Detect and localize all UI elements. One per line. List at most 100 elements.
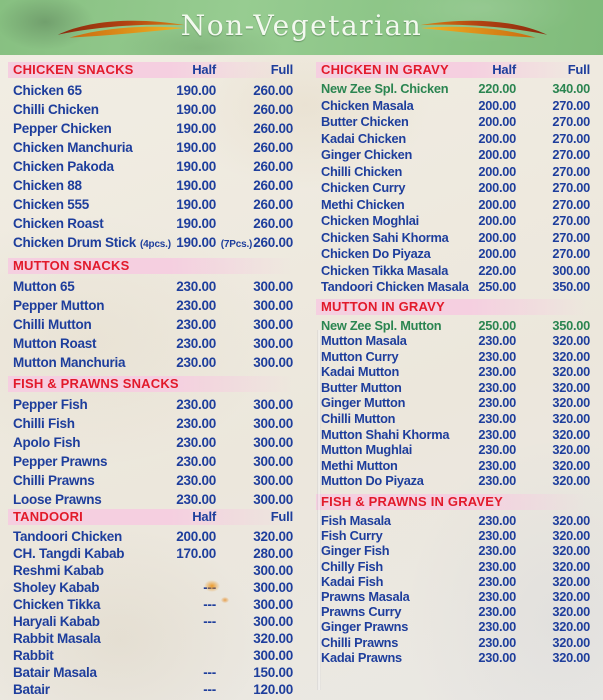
section-header: CHICKEN IN GRAVY Half Full	[316, 62, 597, 78]
item-half-price: ---	[203, 682, 216, 697]
item-full-price: 270.00	[552, 180, 590, 195]
menu-item-row: Chicken 88 190.00 260.00	[8, 176, 304, 195]
item-name-text: Mutton Curry	[321, 348, 399, 364]
menu-item-row: Loose Prawns 230.00 300.00	[8, 490, 304, 509]
item-name-note: (4pcs.)	[140, 239, 171, 250]
item-half-price: ---	[203, 614, 216, 629]
menu-item-row: Mutton Shahi Khorma 230.00 320.00	[316, 427, 597, 443]
full-column-label: Full	[270, 62, 294, 77]
item-half-price: 230.00	[478, 473, 516, 489]
item-full-price: 320.00	[552, 573, 590, 589]
item-full-price: 320.00	[552, 364, 590, 380]
item-half-price: 230.00	[478, 588, 516, 604]
menu-item-row: Butter Chicken 200.00 270.00	[316, 114, 597, 131]
item-full-price: 300.00	[253, 580, 293, 595]
section-title: CHICKEN IN GRAVY	[321, 62, 449, 77]
item-full-price: 270.00	[552, 97, 590, 113]
section-title: MUTTON SNACKS	[13, 258, 130, 273]
item-name-text: Ginger Prawns	[321, 619, 409, 635]
item-name-text: New Zee Spl. Chicken	[321, 81, 449, 96]
item-name: Ginger Mutton	[321, 395, 405, 411]
item-name: Butter Mutton	[321, 380, 402, 396]
item-name: Chicken Tikka Masala	[321, 263, 448, 280]
item-name-text: Chicken Masala	[321, 97, 414, 113]
item-name-text: Prawns Masala	[321, 588, 410, 604]
item-full-price: 320.00	[552, 543, 590, 559]
item-name-text: Ginger Fish	[321, 543, 390, 559]
item-name: Methi Mutton	[321, 458, 398, 474]
item-half-price: ---	[203, 665, 216, 680]
item-half-price: 200.00	[478, 130, 516, 146]
item-name: New Zee Spl. Mutton	[321, 318, 442, 334]
item-full-price: 300.00	[253, 597, 293, 612]
item-name-text: Methi Chicken	[321, 196, 405, 212]
item-name-text: Chicken Tikka	[13, 597, 101, 612]
full-column-label: Full	[567, 62, 591, 77]
item-name: Chicken Masala	[321, 98, 414, 115]
item-name-text: Rabbit Masala	[13, 631, 101, 646]
menu-item-row: New Zee Spl. Chicken 220.00 340.00	[316, 81, 597, 98]
item-name-text: Loose Prawns	[13, 492, 102, 507]
section-header: TANDOORI Half Full	[8, 509, 304, 525]
item-full-note: (7Pcs.)	[220, 239, 253, 250]
menu-section: FISH & PRAWNS SNACKS Pepper Fish 230.00 300…	[8, 376, 304, 509]
menu-section: CHICKEN IN GRAVY Half Full New Zee Spl. Chi…	[316, 62, 597, 296]
item-name: Ginger Fish	[321, 543, 390, 559]
item-full-price: 270.00	[552, 196, 590, 212]
item-name-text: Apolo Fish	[13, 435, 81, 450]
menu-item-row: CH. Tangdi Kabab 170.00 280.00	[8, 545, 304, 562]
item-name: Chicken Drum Stick (4pcs.)	[13, 233, 171, 254]
item-name: Batair Masala	[13, 664, 97, 681]
item-full-price: 300.00	[253, 279, 293, 294]
item-name-text: Batair Masala	[13, 665, 97, 680]
item-full-price: 300.00	[253, 355, 293, 370]
menu-item-row: Chilli Mutton 230.00 300.00	[8, 315, 304, 334]
item-name-text: Sholey Kabab	[13, 580, 100, 595]
item-name-text: Chicken Manchuria	[13, 140, 133, 155]
item-name-text: Pepper Prawns	[13, 454, 108, 469]
menu-item-row: Ginger Mutton 230.00 320.00	[316, 395, 597, 411]
menu-item-row: Mutton Curry 230.00 320.00	[316, 349, 597, 365]
menu-item-row: Kadai Mutton 230.00 320.00	[316, 364, 597, 380]
menu-item-row: Tandoori Chicken Masala 250.00 350.00	[316, 279, 597, 296]
item-name-text: Mutton Mughlai	[321, 442, 413, 458]
item-half-price: 230.00	[478, 411, 516, 427]
item-half-price: ---	[203, 580, 216, 595]
item-full-price: 320.00	[552, 442, 590, 458]
item-name: Pepper Prawns	[13, 452, 108, 471]
menu-section: TANDOORI Half Full Tandoori Chicken 200.00 32…	[8, 509, 304, 698]
item-name-text: Pepper Chicken	[13, 121, 112, 136]
item-full-price: 320.00	[552, 395, 590, 411]
menu-item-row: Chicken Curry 200.00 270.00	[316, 180, 597, 197]
half-column-label: Half	[492, 62, 516, 77]
item-name: Ginger Chicken	[321, 147, 412, 164]
menu-item-row: Fish Curry 230.00 320.00	[316, 528, 597, 543]
item-full-price: 320.00	[552, 619, 590, 635]
item-name: Apolo Fish	[13, 433, 81, 452]
half-column-label: Half	[192, 509, 216, 524]
item-name: Chicken 65	[13, 81, 82, 100]
item-name-text: Methi Mutton	[321, 457, 398, 473]
menu-item-row: Chicken Sahi Khorma 200.00 270.00	[316, 230, 597, 247]
item-half-price: 230.00	[176, 336, 216, 351]
item-name-text: Mutton 65	[13, 279, 75, 294]
menu-item-row: Sholey Kabab --- 300.00	[8, 579, 304, 596]
item-full-price: 320.00	[253, 529, 293, 544]
section-header: MUTTON IN GRAVY	[316, 298, 597, 315]
item-half-price: 230.00	[478, 543, 516, 559]
item-name: Pepper Mutton	[13, 296, 105, 315]
item-full-price: 350.00	[552, 279, 590, 294]
menu-item-row: Mutton 65 230.00 300.00	[8, 277, 304, 296]
menu-item-row: Mutton Roast 230.00 300.00	[8, 334, 304, 353]
item-half-price: 200.00	[478, 163, 516, 179]
menu-item-row: Chicken Tikka Masala 220.00 300.00	[316, 263, 597, 280]
item-half-price: 230.00	[478, 348, 516, 364]
item-name: Mutton Masala	[321, 333, 407, 349]
item-half-price: 230.00	[176, 454, 216, 469]
menu-item-row: Mutton Do Piyaza 230.00 320.00	[316, 473, 597, 489]
item-name-text: Tandoori Chicken	[13, 529, 123, 544]
item-name: Chicken Tikka	[13, 596, 101, 613]
item-full-price: 300.00	[552, 262, 590, 278]
item-name: Chicken Moghlai	[321, 213, 419, 230]
